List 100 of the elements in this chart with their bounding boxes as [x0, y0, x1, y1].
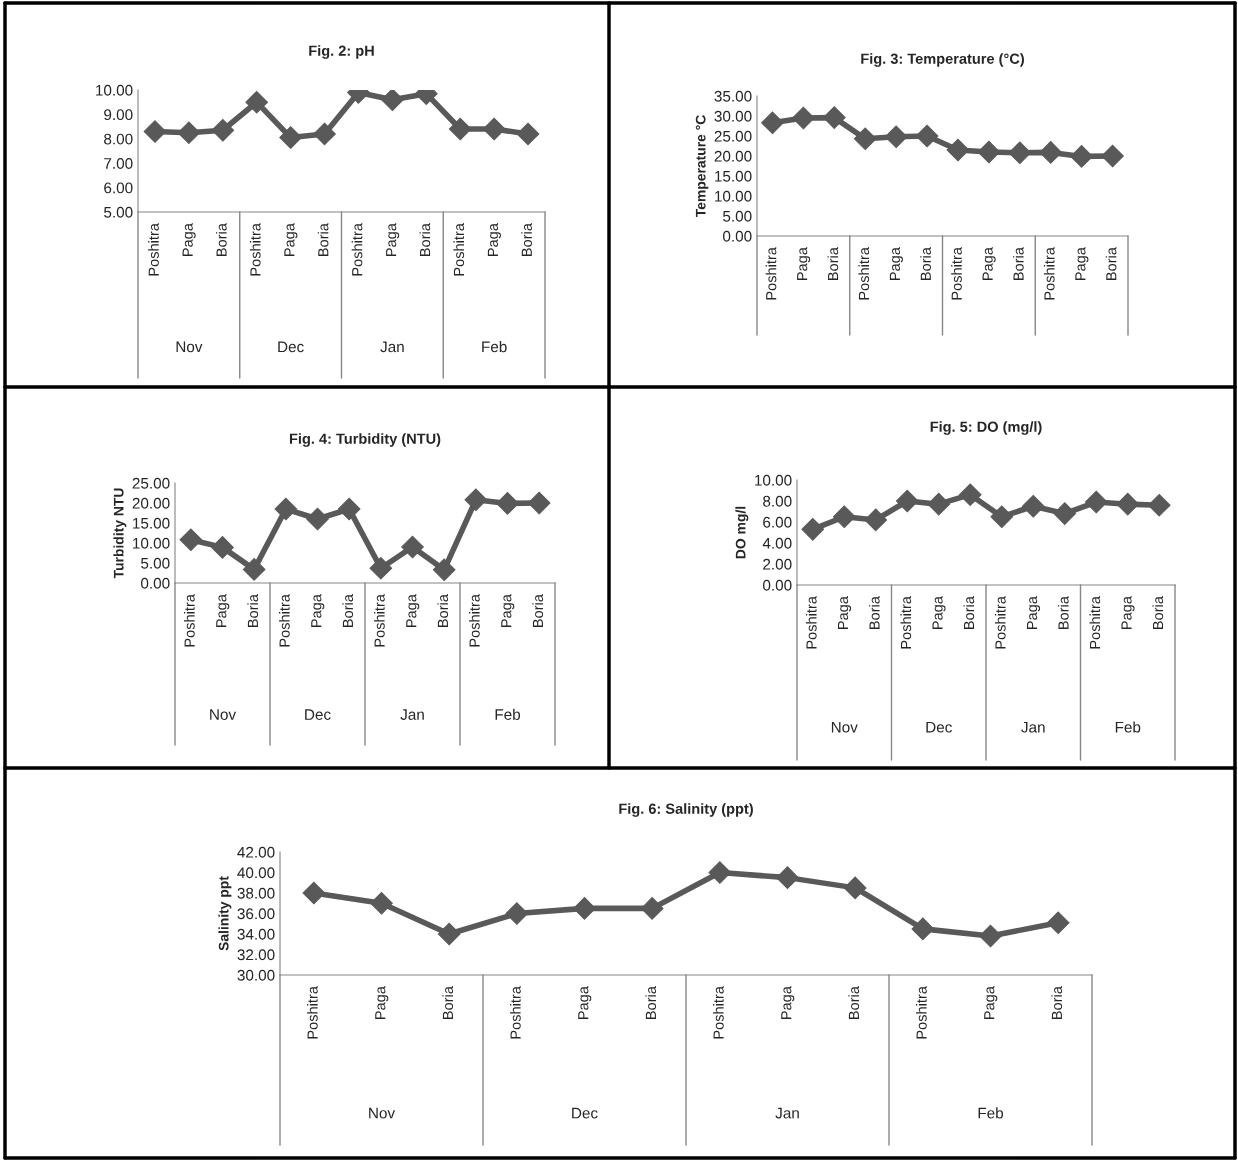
y-tick-label: 0.00 [723, 230, 752, 242]
text: Nov [176, 341, 203, 353]
point [958, 483, 982, 507]
y-tick-label: 10.00 [133, 537, 170, 549]
x-tick-label: Paga [1121, 596, 1135, 629]
x-tick-label: Paga [386, 223, 400, 256]
y-tick-label: 10.00 [755, 474, 792, 486]
point [527, 491, 551, 515]
x-tick-label: Paga [1026, 596, 1041, 629]
y-tick-label: 15.00 [715, 170, 752, 182]
y-tick-label: 2.00 [763, 558, 792, 570]
point [306, 507, 329, 531]
x-tick-label: Paga [501, 594, 515, 627]
y-tick-label: 40.00 [237, 867, 275, 879]
point [990, 505, 1014, 529]
y-tick-label: 8.00 [104, 133, 133, 145]
text: Nov [210, 709, 237, 720]
y-tick-label: 15.00 [133, 517, 170, 529]
point [864, 508, 888, 532]
y-axis-title: Temperature °C [695, 115, 709, 218]
text: Dec [278, 341, 304, 353]
point [761, 111, 784, 135]
text: Dec [926, 721, 952, 733]
x-tick-label: Paga [182, 223, 196, 256]
point [640, 897, 664, 920]
x-tick-label: Boria [1105, 247, 1117, 280]
y-tick-label: 20.00 [132, 497, 170, 509]
point [801, 518, 825, 541]
y-tick-label: 38.00 [237, 887, 275, 899]
point [1070, 145, 1093, 168]
x-tick-label: Boria [1012, 247, 1024, 280]
x-tick-label: Boria [963, 596, 975, 629]
x-tick-label: Paga [375, 986, 389, 1019]
text: Feb [1115, 721, 1141, 733]
x-tick-label: Poshitra [469, 594, 480, 647]
y-tick-label: 7.00 [104, 158, 133, 169]
y-tick-label: 34.00 [237, 928, 275, 940]
y-tick-label: 30.00 [237, 969, 275, 981]
point [302, 881, 326, 905]
y-tick-label: 35.00 [714, 90, 752, 102]
x-tick-label: Paga [797, 247, 811, 280]
point [853, 127, 877, 151]
y-tick-label: 10.00 [715, 190, 752, 202]
point [1008, 141, 1032, 165]
point [1039, 141, 1063, 164]
point [915, 124, 939, 148]
x-tick-label: Poshitra [148, 223, 159, 276]
y-tick-label: 42.00 [237, 846, 275, 858]
point [776, 866, 799, 889]
x-tick-label: Paga [216, 594, 230, 627]
x-tick-label: Boria [1051, 986, 1063, 1019]
text: Jan [400, 709, 424, 720]
x-tick-label: Poshitra [184, 594, 195, 647]
x-tick-label: Poshitra [805, 596, 817, 649]
x-tick-label: Paga [578, 986, 592, 1019]
x-tick-label: Poshitra [951, 247, 962, 300]
x-tick-label: Boria [317, 223, 329, 256]
x-tick-label: Poshitra [900, 596, 912, 649]
text: Nov [369, 1107, 396, 1119]
x-tick-label: Paga [487, 223, 501, 256]
text: Nov [831, 721, 858, 733]
y-axis-title: Turbidity NTU [113, 488, 127, 579]
x-tick-label: Paga [781, 986, 795, 1019]
point [370, 891, 393, 915]
point [496, 492, 519, 515]
point [884, 125, 908, 149]
x-tick-label: Paga [406, 594, 420, 627]
x-tick-label: Paga [984, 986, 998, 1019]
x-tick-label: Poshitra [994, 596, 1006, 649]
x-tick-label: Boria [342, 594, 354, 627]
y-tick-label: 10.00 [96, 84, 133, 96]
chart-title: Fig. 2: pH [309, 45, 374, 59]
x-tick-label: Boria [848, 986, 860, 1019]
text: Dec [305, 709, 331, 720]
y-tick-label: 25.00 [132, 477, 170, 489]
x-tick-label: Poshitra [351, 223, 363, 276]
chart-title: Fig. 6: Salinity (ppt) [619, 803, 753, 817]
y-tick-label: 36.00 [237, 908, 275, 920]
y-tick-label: 6.00 [104, 182, 133, 194]
x-tick-label: Boria [1057, 596, 1069, 629]
x-tick-label: Poshitra [453, 223, 465, 276]
point [437, 922, 461, 946]
x-tick-label: Poshitra [249, 223, 261, 276]
x-tick-label: Boria [868, 596, 880, 629]
point [1046, 911, 1070, 935]
point [911, 917, 935, 941]
point [792, 106, 815, 130]
x-tick-label: Paga [1075, 247, 1089, 280]
x-tick-label: Paga [311, 594, 325, 627]
point [946, 138, 970, 162]
x-tick-label: Poshitra [307, 986, 318, 1039]
y-tick-label: 0.00 [141, 577, 170, 589]
text: Jan [775, 1107, 799, 1119]
point [832, 505, 856, 529]
x-tick-label: Boria [215, 223, 227, 256]
x-tick-label: Paga [284, 223, 298, 256]
y-tick-label: 5.00 [723, 210, 752, 222]
x-tick-label: Poshitra [374, 594, 385, 647]
x-tick-label: Boria [521, 223, 532, 256]
x-tick-label: Boria [645, 986, 657, 1019]
